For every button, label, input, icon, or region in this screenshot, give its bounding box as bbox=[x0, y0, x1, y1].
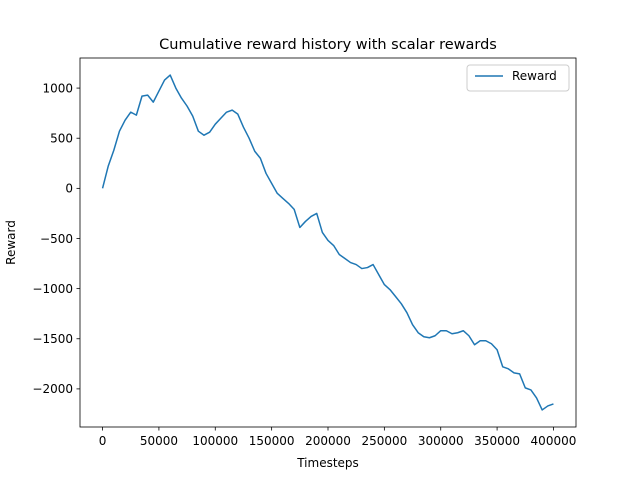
x-tick-label: 50000 bbox=[140, 434, 178, 448]
series-line-reward bbox=[101, 74, 554, 411]
x-tick-label: 350000 bbox=[474, 434, 520, 448]
x-tick-label: 400000 bbox=[531, 434, 577, 448]
y-tick-label: −500 bbox=[40, 232, 73, 246]
legend-label-reward: Reward bbox=[512, 69, 557, 83]
plot-frame bbox=[79, 57, 577, 428]
x-tick-label: 250000 bbox=[361, 434, 407, 448]
y-tick-label: −2000 bbox=[32, 382, 73, 396]
x-tick-label: 0 bbox=[99, 434, 107, 448]
x-axis: 0 50000 100000 150000 200000 250000 300000 3500… bbox=[99, 427, 577, 448]
y-axis: 1000 500 0 −500 −1000 −1500 −2000 bbox=[32, 81, 80, 396]
x-tick-label: 200000 bbox=[305, 434, 351, 448]
y-tick-label: 500 bbox=[50, 132, 73, 146]
chart-title: Cumulative reward history with scalar re… bbox=[159, 37, 497, 53]
legend-box bbox=[466, 64, 570, 92]
legend: Reward bbox=[466, 64, 570, 92]
y-tick-label: −1000 bbox=[32, 282, 73, 296]
x-tick-label: 150000 bbox=[249, 434, 295, 448]
y-tick-label: 1000 bbox=[42, 81, 73, 95]
y-tick-label: 0 bbox=[65, 182, 73, 196]
x-tick-label: 100000 bbox=[192, 434, 238, 448]
x-tick-label: 300000 bbox=[418, 434, 464, 448]
x-axis-label: Timesteps bbox=[296, 456, 359, 470]
y-tick-label: −1500 bbox=[32, 332, 73, 346]
y-axis-label: Reward bbox=[4, 220, 18, 265]
plot-area bbox=[80, 58, 576, 427]
